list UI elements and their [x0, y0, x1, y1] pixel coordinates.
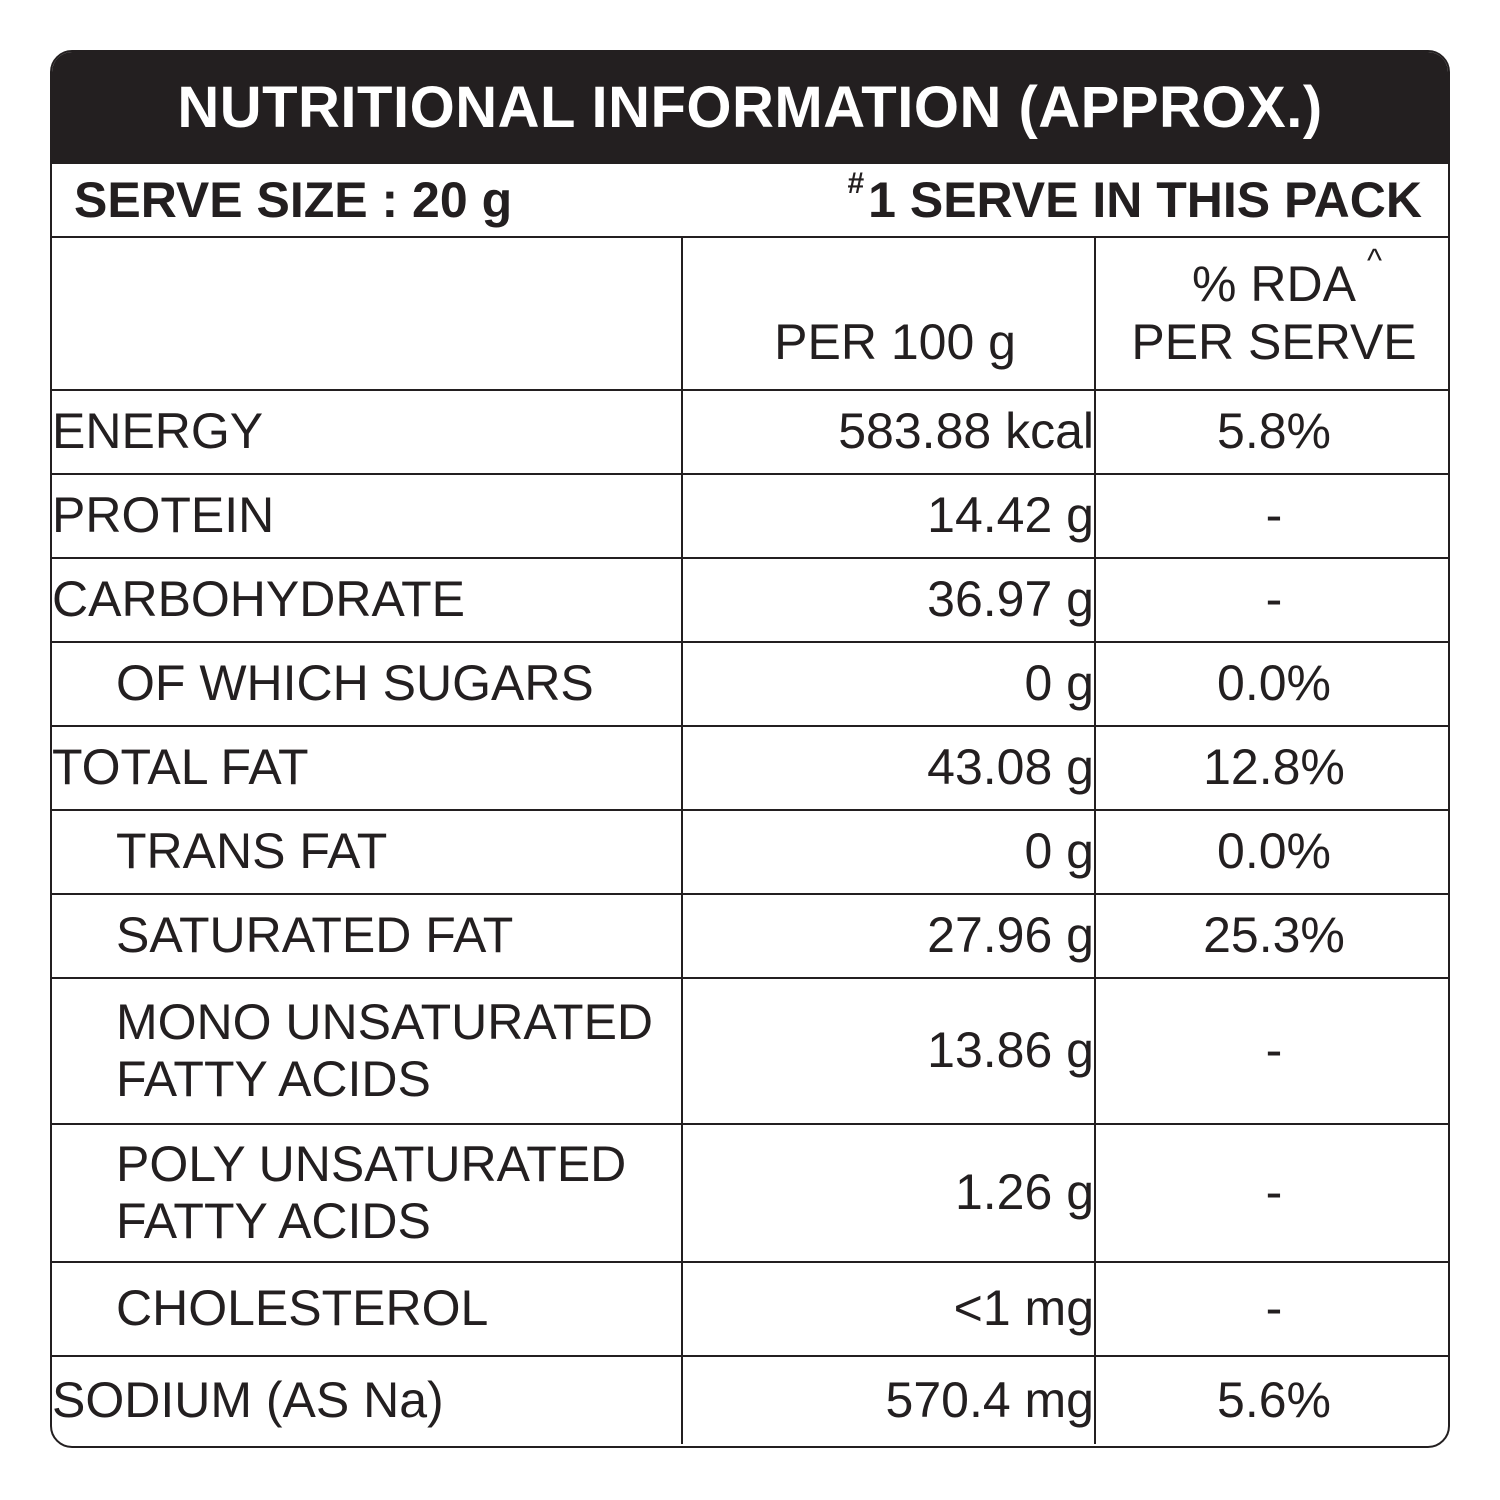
table-row: CHOLESTEROL <1 mg -: [52, 1262, 1448, 1357]
table-row: SATURATED FAT 27.96 g 25.3%: [52, 894, 1448, 979]
table-row: SODIUM (AS Na) 570.4 mg 5.6%: [52, 1356, 1448, 1444]
nutrient-rda: -: [1095, 1262, 1448, 1357]
table-row: CARBOHYDRATE 36.97 g -: [52, 558, 1448, 643]
table-row: POLY UNSATURATED FATTY ACIDS 1.26 g -: [52, 1124, 1448, 1263]
nutrient-name-line: FATTY ACIDS: [116, 1051, 431, 1107]
header-empty-cell: [52, 238, 683, 391]
nutrient-value: 583.88 kcal: [682, 390, 1096, 475]
rda-label: % RDA ^: [1192, 242, 1382, 314]
nutrient-value: 27.96 g: [682, 894, 1096, 979]
nutrient-name: CARBOHYDRATE: [52, 558, 683, 643]
nutrient-value: 0 g: [682, 642, 1096, 727]
nutrient-name: CHOLESTEROL: [52, 1262, 683, 1357]
serve-count: # 1 SERVE IN THIS PACK: [847, 167, 1422, 229]
nutrient-name-line: POLY UNSATURATED: [116, 1135, 627, 1192]
nutrient-name: ENERGY: [52, 390, 683, 475]
nutrient-value: 13.86 g: [682, 978, 1096, 1125]
nutrient-name-line: FATTY ACIDS: [116, 1193, 431, 1249]
table-row: TOTAL FAT 43.08 g 12.8%: [52, 726, 1448, 811]
nutrient-value: 36.97 g: [682, 558, 1096, 643]
nutrient-rda: 0.0%: [1095, 810, 1448, 895]
table-row: ENERGY 583.88 kcal 5.8%: [52, 390, 1448, 475]
nutrient-value: 43.08 g: [682, 726, 1096, 811]
nutrient-name: TOTAL FAT: [52, 726, 683, 811]
serve-row: SERVE SIZE : 20 g # 1 SERVE IN THIS PACK: [52, 164, 1448, 238]
serve-count-label: 1 SERVE IN THIS PACK: [868, 172, 1422, 228]
nutrient-rda: 5.8%: [1095, 390, 1448, 475]
nutrient-rda: 0.0%: [1095, 642, 1448, 727]
nutrient-value: 570.4 mg: [682, 1356, 1096, 1444]
nutrient-rda: 5.6%: [1217, 1371, 1331, 1428]
table-row: TRANS FAT 0 g 0.0%: [52, 810, 1448, 895]
nutrient-name: MONO UNSATURATED FATTY ACIDS: [52, 978, 683, 1125]
header-rda: % RDA ^ PER SERVE: [1095, 238, 1448, 391]
nutrient-name: PROTEIN: [52, 474, 683, 559]
nutrient-rda: 12.8%: [1095, 726, 1448, 811]
table-row: PROTEIN 14.42 g -: [52, 474, 1448, 559]
nutrient-rda: -: [1095, 474, 1448, 559]
nutrient-name: SODIUM (AS Na): [52, 1356, 683, 1444]
table-row: MONO UNSATURATED FATTY ACIDS 13.86 g -: [52, 978, 1448, 1125]
nutrition-panel: NUTRITIONAL INFORMATION (APPROX.) SERVE …: [50, 50, 1450, 1448]
nutrient-name: POLY UNSATURATED FATTY ACIDS: [52, 1124, 683, 1263]
table-row: OF WHICH SUGARS 0 g 0.0%: [52, 642, 1448, 727]
panel-title: NUTRITIONAL INFORMATION (APPROX.): [52, 52, 1448, 164]
caret-mark: ^: [1366, 242, 1382, 278]
rda-text: % RDA: [1192, 256, 1356, 312]
hash-mark: #: [847, 167, 865, 200]
serve-size-label: SERVE SIZE : 20 g: [74, 172, 513, 228]
header-per-100g: PER 100 g: [682, 238, 1096, 391]
nutrient-rda: -: [1095, 978, 1448, 1125]
nutrition-table: PER 100 g % RDA ^ PER SERVE ENERGY 583.88…: [52, 238, 1448, 1444]
nutrient-name-line: MONO UNSATURATED: [116, 993, 654, 1050]
nutrient-value: 14.42 g: [682, 474, 1096, 559]
nutrient-value: 0 g: [682, 810, 1096, 895]
nutrient-name: OF WHICH SUGARS: [52, 642, 683, 727]
nutrient-name: SATURATED FAT: [52, 894, 683, 979]
nutrient-name: TRANS FAT: [52, 810, 683, 895]
nutrient-value: 1.26 g: [682, 1124, 1096, 1263]
table-header-row: PER 100 g % RDA ^ PER SERVE: [52, 238, 1448, 391]
nutrient-rda: 25.3%: [1095, 894, 1448, 979]
rda-per-serve: PER SERVE: [1131, 313, 1417, 370]
nutrient-rda: -: [1095, 1124, 1448, 1263]
nutrient-value: <1 mg: [682, 1262, 1096, 1357]
nutrient-rda: -: [1095, 558, 1448, 643]
